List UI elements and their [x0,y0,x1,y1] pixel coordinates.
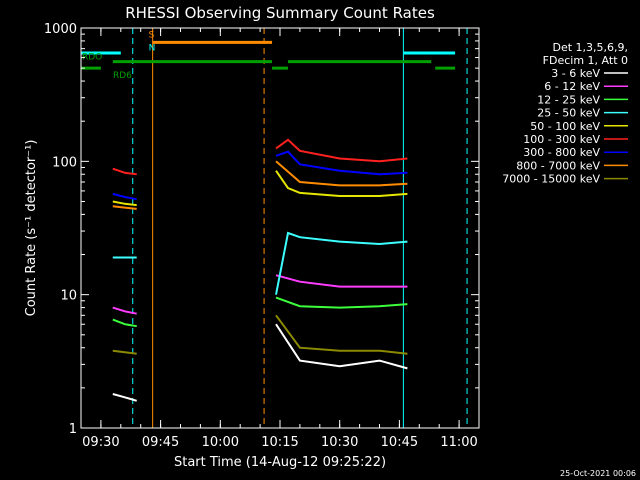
flag-marker-label: S [149,30,155,40]
y-tick-label: 1000 [44,22,77,37]
legend-entry-label: 25 - 50 keV [537,107,600,120]
y-tick-label: 10 [60,289,77,304]
series-line [112,200,137,207]
footer-timestamp: 25-Oct-2021 00:06 [560,469,636,478]
y-tick-label: 100 [52,155,77,170]
x-tick-label: 10:45 [381,435,418,450]
series-line [112,318,137,328]
chart-title: RHESSI Observing Summary Count Rates [125,4,435,22]
flag-label-rd6: RD6 [113,71,132,81]
x-tick-label: 10:00 [202,435,239,450]
series-line [275,170,408,197]
x-tick-label: 11:00 [440,435,477,450]
series-line [112,205,137,210]
legend-entry-label: 100 - 300 keV [523,133,600,146]
plot-area: RDO RD6 SN [80,28,468,428]
legend-entry-label: 300 - 800 keV [523,146,600,159]
series-line [112,167,137,176]
series-line [275,150,408,176]
flag-label-rdo: RDO [82,53,102,63]
legend-header-line1: Det 1,3,5,6,9, [552,41,628,54]
plot-frame [80,27,480,429]
x-tick-label: 10:30 [321,435,358,450]
series-line [275,323,408,370]
series-line [112,192,137,201]
legend-entry-label: 800 - 7000 keV [516,159,600,172]
series-line [112,349,137,355]
legend-entry-label: 50 - 100 keV [530,120,600,133]
series-line [275,138,408,163]
x-tick-label: 10:15 [261,435,298,450]
series-line [275,274,408,288]
legend-entry-label: 7000 - 15000 keV [502,173,600,186]
series-line [112,393,137,402]
legend-entry-label: 12 - 25 keV [537,93,600,106]
legend: Det 1,3,5,6,9, FDecim 1, Att 0 3 - 6 keV… [502,41,628,186]
legend-entry-label: 6 - 12 keV [544,80,600,93]
series-line [112,306,137,315]
series-line [275,231,408,295]
y-axis-label: Count Rate (s⁻¹ detector⁻¹) [24,140,39,317]
y-tick-label: 1 [69,422,77,437]
series-line [275,296,408,309]
x-axis-label: Start Time (14-Aug-12 09:25:22) [174,455,386,470]
x-tick-label: 09:30 [82,435,119,450]
x-tick-label: 09:45 [142,435,179,450]
series-line [275,314,408,355]
series-line [275,160,408,187]
flag-marker-label: N [149,43,156,53]
axis-ticks: 1 10 100 1000 09:30 09:45 10:00 10:15 10:30 10:45… [44,22,480,450]
legend-header-line2: FDecim 1, Att 0 [543,54,628,67]
legend-entry-label: 3 - 6 keV [551,67,600,80]
